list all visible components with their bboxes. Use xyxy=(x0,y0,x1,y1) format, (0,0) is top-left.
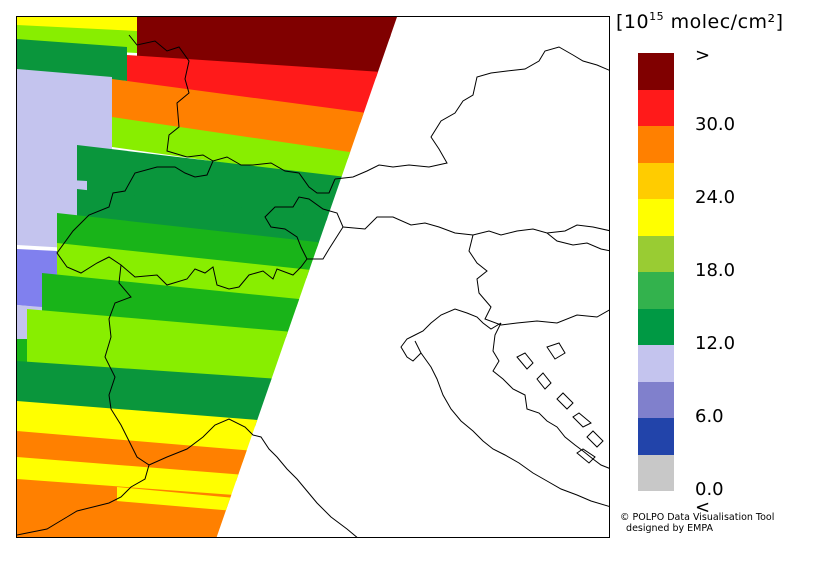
border-line xyxy=(264,196,344,260)
credit-line-2: designed by EMPA xyxy=(626,523,713,534)
colorbar-swatch xyxy=(638,199,674,236)
border-line xyxy=(468,234,609,326)
pixel-cell xyxy=(112,117,397,187)
coast-line xyxy=(546,342,566,360)
coast-line xyxy=(572,412,592,428)
coast-line xyxy=(576,448,596,464)
pixel-cell xyxy=(112,79,397,167)
legend-title-exponent: 15 xyxy=(649,10,665,23)
colorbar-swatch xyxy=(638,418,674,455)
coast-line xyxy=(586,430,604,448)
colorbar-swatch xyxy=(638,126,674,163)
credit-text: © POLPO Data Visualisation Tool designed… xyxy=(620,512,774,534)
coastline xyxy=(17,308,609,537)
colorbar-swatch xyxy=(638,308,674,345)
border-line xyxy=(334,46,609,180)
colorbar-tick-label: 0.0 xyxy=(695,479,724,500)
colorbar-swatch xyxy=(638,381,674,418)
coast-line xyxy=(420,352,609,507)
border-line xyxy=(546,232,609,252)
coast-line xyxy=(492,322,609,469)
colorbar-swatch xyxy=(638,454,674,491)
legend-title: [1015 molec/cm²] xyxy=(616,10,784,33)
border-line xyxy=(342,216,609,236)
colorbar-swatch xyxy=(638,345,674,382)
credit-line-1: © POLPO Data Visualisation Tool xyxy=(620,512,775,523)
colorbar-swatch xyxy=(638,89,674,126)
map-canvas xyxy=(17,17,609,537)
satellite-swath xyxy=(17,17,397,537)
border-line xyxy=(66,264,150,518)
map-panel xyxy=(16,16,610,538)
colorbar-tick-label: 18.0 xyxy=(695,260,736,281)
colorbar-swatch xyxy=(638,162,674,199)
colorbar xyxy=(638,53,674,491)
scanline-row xyxy=(77,145,397,229)
pixel-cell xyxy=(77,145,397,229)
colorbar-tick-label: < xyxy=(695,497,711,518)
coast-line xyxy=(516,352,534,370)
border-line xyxy=(56,160,344,290)
pixel-cell xyxy=(17,39,127,81)
colorbar-tick-label: 30.0 xyxy=(695,114,736,135)
country-borders xyxy=(56,34,609,518)
scanline-row xyxy=(17,69,397,167)
colorbar-swatch xyxy=(638,272,674,309)
colorbar-swatch xyxy=(638,235,674,272)
border-line xyxy=(128,34,336,194)
coast-line xyxy=(400,308,502,362)
pixel-cell xyxy=(77,189,397,257)
colorbar-tick-label: > xyxy=(695,45,711,66)
legend-title-prefix: [10 xyxy=(616,11,650,33)
coast-line xyxy=(536,372,552,390)
colorbar-tick-label: 24.0 xyxy=(695,187,736,208)
pixel-cell xyxy=(17,69,112,127)
colorbar-tick-label: 12.0 xyxy=(695,333,736,354)
colorbar-swatch xyxy=(638,53,674,90)
colorbar-tick-label: 6.0 xyxy=(695,406,724,427)
coast-line xyxy=(556,392,574,410)
legend-title-suffix: molec/cm²] xyxy=(664,11,784,33)
pixel-cell xyxy=(17,339,27,367)
coast-line xyxy=(17,516,68,536)
coast-line xyxy=(148,418,358,537)
